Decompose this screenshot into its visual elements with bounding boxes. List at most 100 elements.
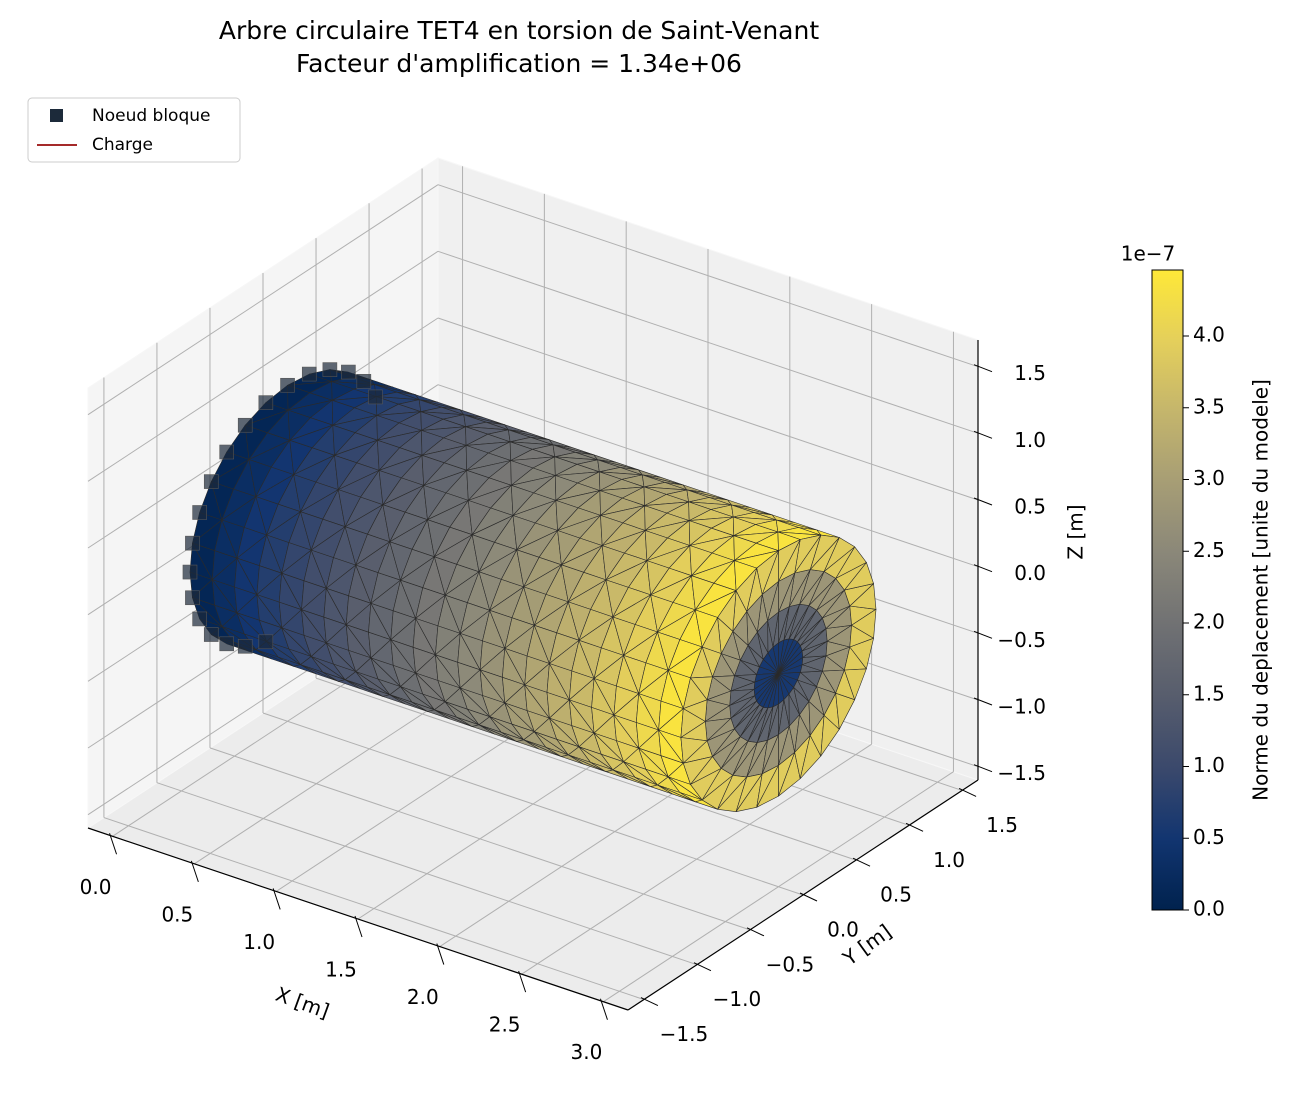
tick-mark bbox=[436, 943, 445, 965]
grid-line bbox=[87, 184, 439, 416]
grid-line bbox=[87, 250, 439, 482]
tick-mark bbox=[958, 788, 977, 797]
blocked-node bbox=[203, 627, 219, 642]
axis-line bbox=[627, 779, 979, 1011]
colorbar-tick-label: 3.5 bbox=[1193, 394, 1225, 418]
tick-mark bbox=[973, 364, 993, 373]
x-tick-label: 3.0 bbox=[571, 1040, 603, 1064]
grid-line bbox=[156, 782, 698, 966]
tick-mark bbox=[973, 497, 993, 506]
tick-mark bbox=[973, 630, 993, 639]
y-tick-label: −1.5 bbox=[660, 1022, 709, 1046]
tick-mark bbox=[272, 888, 281, 910]
blocked-node bbox=[341, 364, 356, 380]
blocked-node bbox=[185, 535, 200, 551]
tick-mark bbox=[973, 764, 993, 773]
grid-line bbox=[437, 317, 979, 501]
blocked-node bbox=[203, 474, 219, 489]
colorbar-tick-label: 2.0 bbox=[1193, 610, 1225, 634]
z-tick-label: 1.5 bbox=[1014, 361, 1046, 385]
tick-mark bbox=[109, 833, 118, 855]
grid-line bbox=[437, 384, 979, 568]
x-tick-label: 2.5 bbox=[489, 1013, 521, 1037]
blocked-node bbox=[258, 634, 274, 650]
z-tick-label: −0.5 bbox=[997, 628, 1046, 652]
tick-mark bbox=[354, 915, 363, 938]
axes: 0.00.51.01.52.02.53.0−1.5−1.0−0.50.00.51… bbox=[80, 340, 1046, 1064]
blocked-node bbox=[322, 362, 338, 377]
colorbar-gradient bbox=[1151, 269, 1184, 911]
z-tick-label: 0.5 bbox=[1014, 495, 1046, 519]
legend: Noeud bloque Charge bbox=[27, 97, 241, 163]
colorbar-offset: 1e−7 bbox=[1121, 242, 1176, 266]
colorbar-tick-label: 0.0 bbox=[1193, 897, 1225, 921]
colorbar-tick-label: 2.5 bbox=[1193, 538, 1225, 562]
blocked-node bbox=[280, 377, 295, 393]
chart-title: Arbre circulaire TET4 en torsion de Sain… bbox=[219, 16, 819, 45]
y-tick-label: 1.5 bbox=[986, 813, 1018, 837]
blocked-node bbox=[219, 636, 235, 652]
grid-line bbox=[437, 250, 979, 434]
tick-mark bbox=[599, 998, 608, 1020]
tick-mark bbox=[852, 857, 871, 867]
tick-mark bbox=[973, 564, 993, 573]
x-tick-label: 0.0 bbox=[80, 875, 112, 899]
y-tick-label: 1.0 bbox=[933, 848, 965, 872]
tick-mark bbox=[973, 697, 993, 706]
colorbar-tick-label: 1.5 bbox=[1193, 681, 1225, 705]
blocked-node bbox=[237, 638, 253, 654]
colorbar-tick-label: 4.0 bbox=[1193, 323, 1225, 347]
grid-line bbox=[437, 184, 979, 368]
tick-mark bbox=[973, 430, 993, 439]
y-tick-label: −0.5 bbox=[766, 952, 815, 976]
blocked-node bbox=[182, 564, 198, 580]
z-tick-label: 1.0 bbox=[1014, 428, 1046, 452]
z-axis-label: Z [m] bbox=[1064, 504, 1088, 559]
blocked-node bbox=[219, 444, 235, 460]
x-tick-label: 1.5 bbox=[325, 958, 357, 982]
legend-box bbox=[27, 97, 241, 163]
colorbar-label: Norme du deplacement [unite du modele] bbox=[1249, 379, 1273, 801]
x-tick-label: 0.5 bbox=[161, 902, 193, 926]
z-tick-label: −1.0 bbox=[997, 695, 1046, 719]
y-tick-label: 0.0 bbox=[827, 918, 859, 942]
y-tick-label: −1.0 bbox=[713, 987, 762, 1011]
blocked-node bbox=[192, 611, 207, 627]
blocked-node bbox=[185, 590, 200, 606]
z-tick-label: −1.5 bbox=[997, 761, 1046, 785]
mesh-face bbox=[851, 608, 877, 639]
x-axis-label: X [m] bbox=[272, 982, 332, 1023]
tick-mark bbox=[518, 970, 527, 993]
colorbar-tick-label: 1.0 bbox=[1193, 753, 1225, 777]
tick-mark bbox=[693, 962, 712, 972]
colorbar-tick-label: 0.5 bbox=[1193, 825, 1225, 849]
mesh bbox=[182, 362, 877, 813]
grid-line bbox=[209, 747, 751, 931]
tick-mark bbox=[190, 860, 199, 883]
z-tick-label: 0.0 bbox=[1014, 561, 1046, 585]
blocked-node bbox=[368, 389, 383, 405]
tick-mark bbox=[905, 822, 924, 832]
axis-line bbox=[87, 827, 629, 1011]
x-tick-label: 2.0 bbox=[407, 985, 439, 1009]
blocked-node bbox=[258, 395, 274, 410]
blocked-node bbox=[192, 505, 207, 520]
tick-mark bbox=[746, 927, 765, 937]
legend-marker bbox=[50, 109, 63, 122]
grid-line bbox=[315, 677, 857, 861]
grid-line bbox=[103, 817, 645, 1001]
chart-subtitle: Facteur d'amplification = 1.34e+06 bbox=[296, 49, 742, 78]
legend-label: Charge bbox=[92, 135, 153, 155]
blocked-node bbox=[356, 374, 372, 389]
blocked-node bbox=[301, 366, 317, 382]
x-tick-label: 1.0 bbox=[243, 930, 275, 954]
grid-line bbox=[262, 712, 804, 896]
colorbar: 0.0 0.5 1.0 1.5 2.0 2.5 3.0 3.5 4.0 bbox=[1151, 269, 1225, 921]
blocked-node bbox=[237, 417, 253, 433]
tick-mark bbox=[799, 892, 818, 902]
colorbar-tick-label: 3.0 bbox=[1193, 466, 1225, 490]
y-tick-label: 0.5 bbox=[880, 883, 912, 907]
legend-label: Noeud bloque bbox=[92, 106, 211, 126]
tick-mark bbox=[640, 997, 659, 1006]
